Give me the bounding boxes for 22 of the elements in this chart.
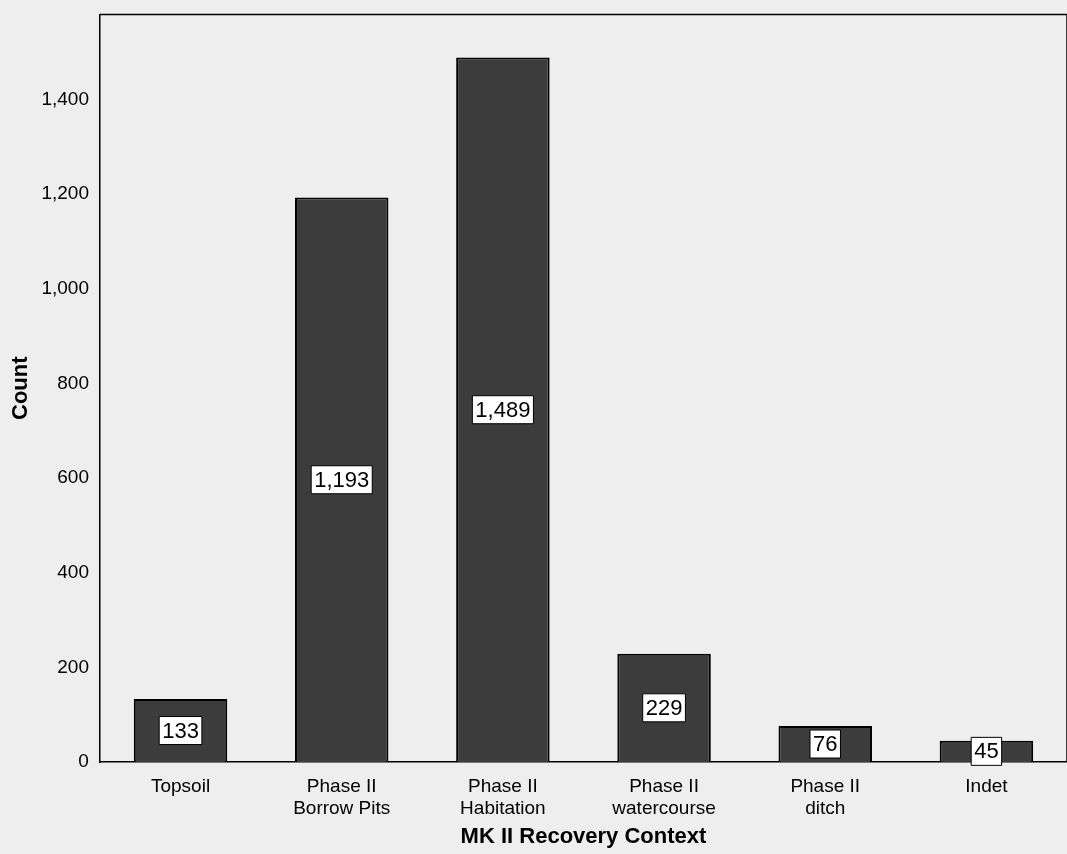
- x-tick-label: Phase II Habitation: [460, 774, 546, 819]
- x-tick-label: Phase II watercourse: [611, 774, 716, 819]
- y-tick-label: 1,000: [41, 277, 89, 299]
- x-tick-label: Topsoil: [150, 774, 211, 796]
- y-tick-label: 1,400: [41, 87, 89, 109]
- data-label: 45: [974, 738, 999, 764]
- data-label: 76: [812, 731, 838, 757]
- y-tick-label: 200: [57, 655, 89, 677]
- y-tick-label: 800: [57, 371, 89, 393]
- x-tick-label: Indet: [965, 774, 1009, 796]
- y-tick-label: 400: [57, 560, 89, 582]
- x-tick-label: Phase II Borrow Pits: [293, 774, 391, 819]
- data-label: 229: [645, 694, 683, 720]
- y-tick-label: 1,200: [41, 182, 89, 204]
- data-label: 1,489: [475, 396, 531, 422]
- y-tick-label: 0: [78, 750, 89, 772]
- x-tick-label: Phase II ditch: [790, 774, 861, 819]
- data-label: 133: [162, 717, 199, 743]
- y-axis-title: Count: [7, 355, 33, 420]
- data-label: 1,193: [314, 466, 370, 492]
- y-tick-label: 600: [57, 466, 89, 488]
- x-axis-title: MK II Recovery Context: [460, 822, 708, 848]
